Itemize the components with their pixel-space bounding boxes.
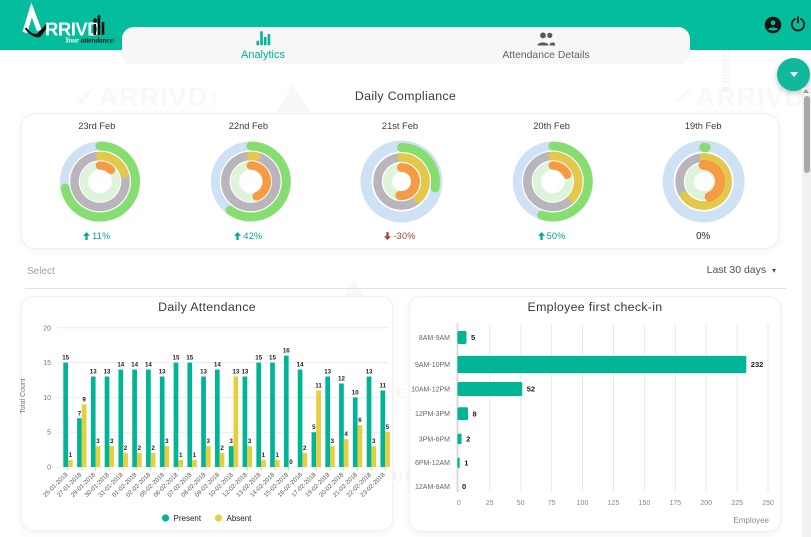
svg-text:Your attendance!: Your attendance! — [65, 37, 115, 45]
svg-text:RRIVD: RRIVD — [45, 19, 100, 40]
